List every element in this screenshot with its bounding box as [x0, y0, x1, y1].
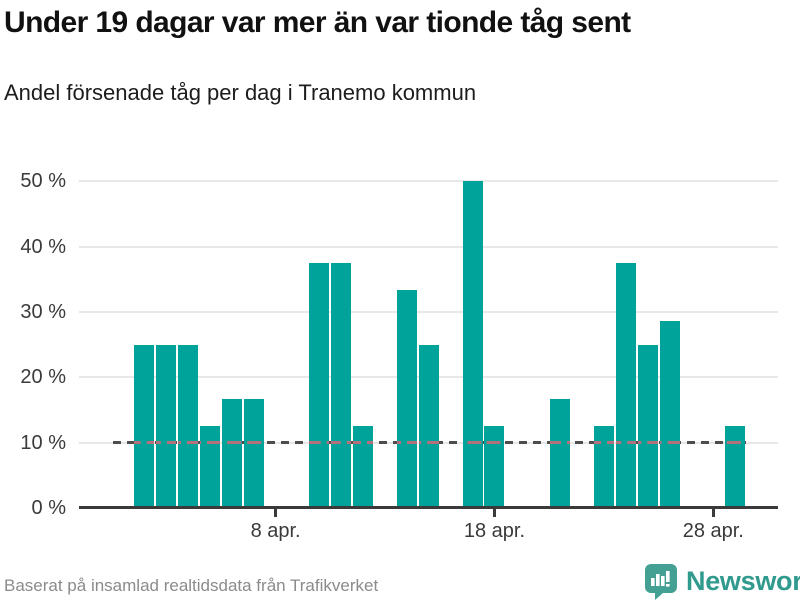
reference-line-over-bar: [221, 441, 242, 445]
bar-apr-26: [659, 321, 680, 508]
bar-apr-18: [484, 426, 505, 508]
plot-area: 8 apr. 18 apr. 28 apr.: [79, 160, 778, 542]
bar-apr-4: [178, 344, 199, 508]
bar-apr-11: [331, 262, 352, 508]
reference-line-over-bar: [156, 441, 177, 445]
y-tick-label-30: 30 %: [20, 300, 66, 323]
reference-line-over-bar: [725, 441, 746, 445]
bar-apr-2: [134, 344, 155, 508]
reference-line-over-bar: [615, 441, 636, 445]
reference-line-over-bar: [637, 441, 658, 445]
newsworthy-wordmark: Newsworthy: [686, 566, 800, 596]
bar-apr-12: [353, 426, 374, 508]
bar-apr-10: [309, 262, 330, 508]
reference-line-over-bar: [484, 441, 505, 445]
y-tick-label-20: 20 %: [20, 366, 66, 389]
y-tick-label-0: 0 %: [31, 497, 66, 519]
x-tick-label-8-apr: 8 apr.: [250, 520, 301, 542]
x-axis-line: [79, 506, 778, 509]
reference-line-over-bar: [331, 441, 352, 445]
bar-apr-17: [462, 181, 483, 508]
x-tick-label-18-apr: 18 apr.: [463, 520, 526, 542]
reference-line-over-bar: [353, 441, 374, 445]
newsworthy-logo: Newsworthy: [644, 563, 800, 600]
reference-line-over-bar: [396, 441, 417, 445]
reference-line-over-bar: [243, 441, 264, 445]
reference-line-over-bar: [550, 441, 571, 445]
reference-line-over-bar: [309, 441, 330, 445]
bar-apr-7: [243, 398, 264, 508]
bar-apr-5: [199, 426, 220, 508]
bar-apr-14: [396, 290, 417, 508]
newsworthy-speech-bubble-bar-chart-icon: [645, 564, 677, 600]
chart-subtitle: Andel försenade tåg per dag i Tranemo ko…: [4, 80, 477, 105]
page-title: Under 19 dagar var mer än var tionde tåg…: [4, 6, 631, 39]
x-tick-18-apr: [492, 508, 496, 517]
bar-apr-24: [615, 262, 636, 508]
bar-apr-23: [593, 426, 614, 508]
y-tick-label-50: 50 %: [20, 170, 66, 193]
gridline-50: [79, 180, 778, 183]
bar-apr-3: [156, 344, 177, 508]
reference-line-over-bar: [178, 441, 199, 445]
reference-line-over-bar: [593, 441, 614, 445]
bar-apr-15: [418, 344, 439, 508]
x-tick-28-apr: [711, 508, 715, 517]
x-tick-label-28-apr: 28 apr.: [682, 520, 744, 542]
source-note: Baserat på insamlad realtidsdata från Tr…: [4, 576, 379, 595]
y-tick-label-10: 10 %: [20, 431, 66, 454]
reference-line-over-bar: [418, 441, 439, 445]
reference-line-over-bar: [134, 441, 155, 445]
x-tick-8-apr: [274, 508, 278, 517]
bar-apr-21: [550, 398, 571, 508]
gridline-40: [79, 245, 778, 248]
gridline-30: [79, 310, 778, 313]
bar-apr-25: [637, 344, 658, 508]
bar-apr-29: [725, 426, 746, 508]
bar-apr-6: [221, 398, 242, 508]
reference-line-over-bar: [199, 441, 220, 445]
y-tick-label-40: 40 %: [20, 235, 66, 258]
reference-line-over-bar: [659, 441, 680, 445]
reference-line-over-bar: [462, 441, 483, 445]
